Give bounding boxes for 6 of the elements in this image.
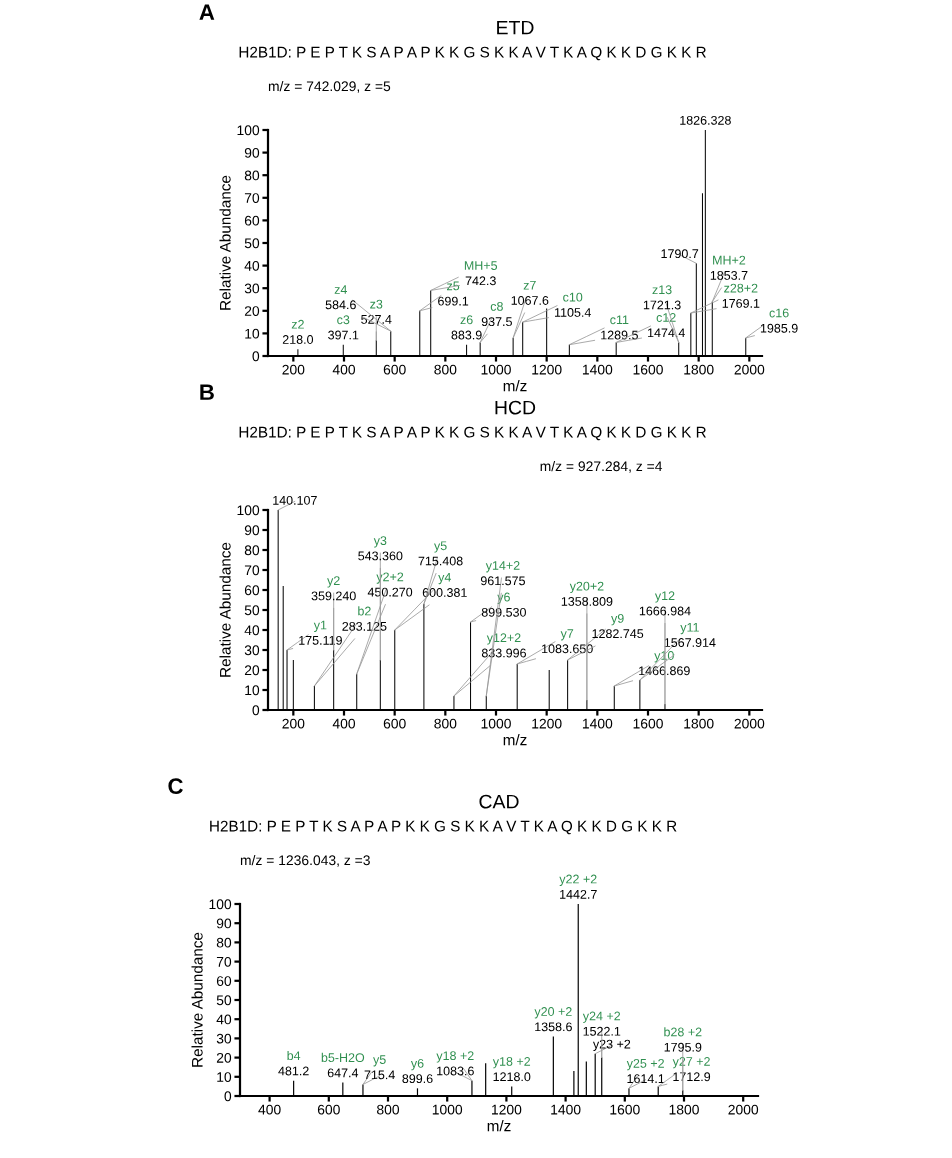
text: C (168, 778, 183, 795)
chart-title: CAD (479, 794, 519, 809)
chart-title: HCD (495, 400, 536, 415)
chart-title: ETD (497, 20, 534, 35)
text: B (200, 384, 214, 400)
text: A (199, 4, 215, 20)
